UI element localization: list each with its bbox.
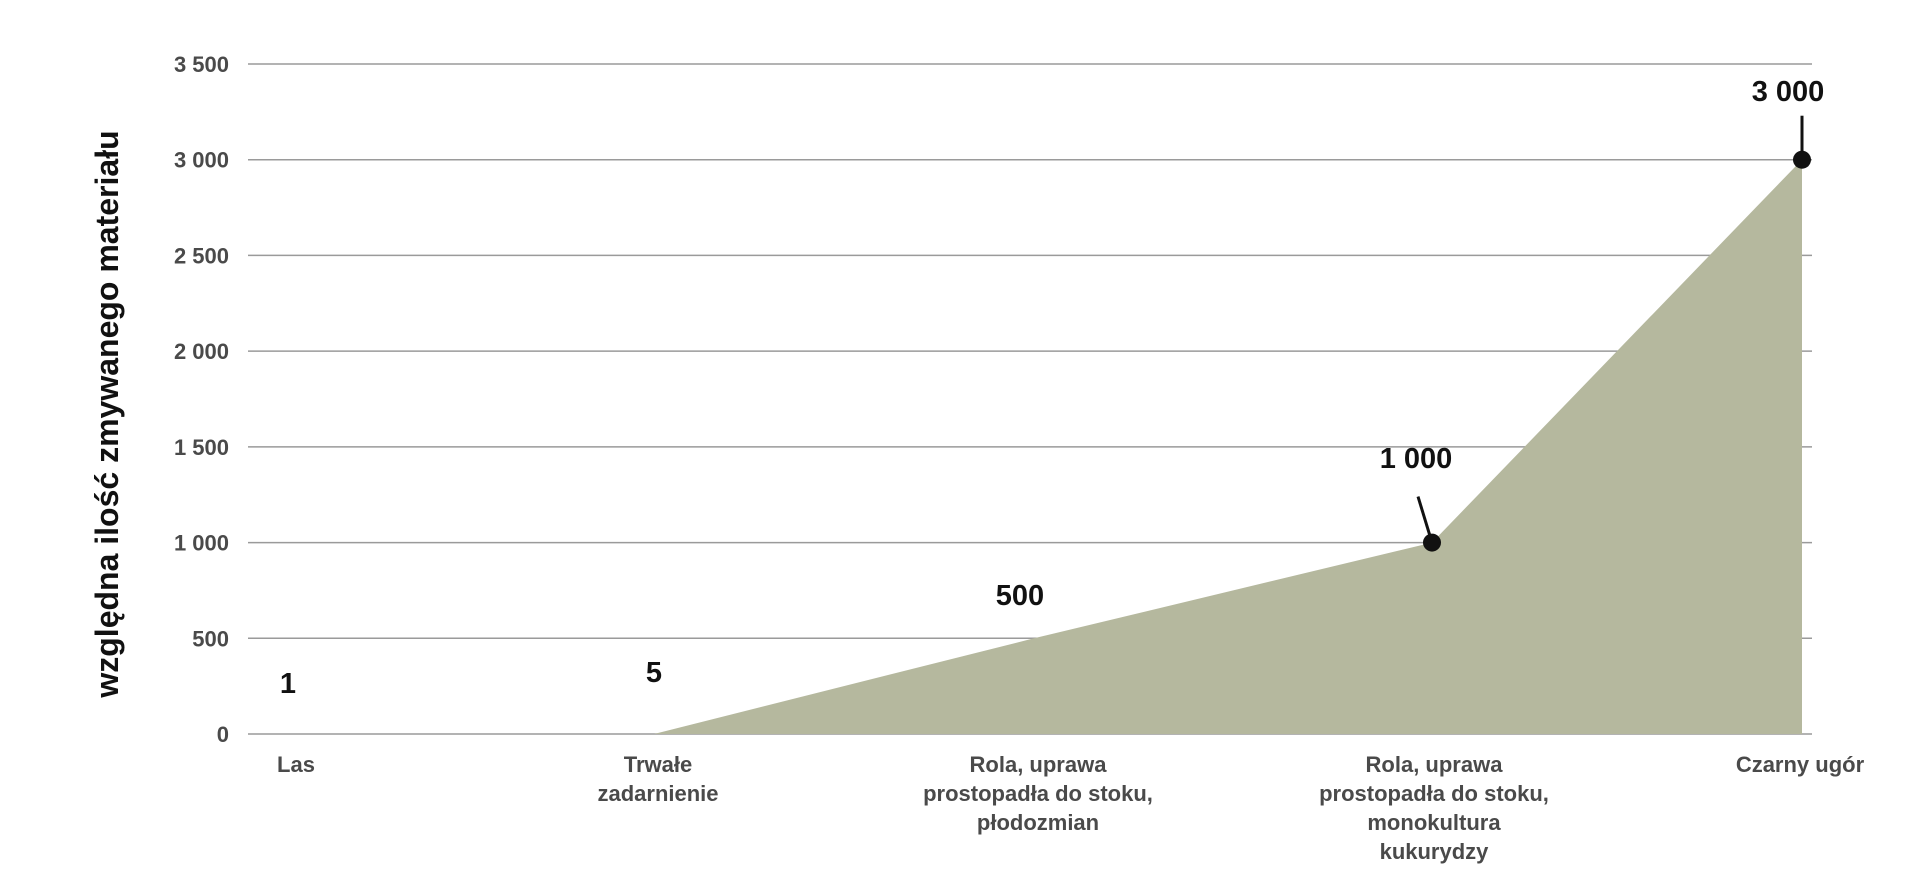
data-point — [1793, 150, 1811, 169]
x-category-label: Rola, uprawa prostopadła do stoku, monokul… — [1319, 752, 1549, 864]
data-label: 500 — [996, 580, 1044, 612]
y-tick-label: 0 — [217, 722, 229, 747]
x-category-line: płodozmian — [977, 810, 1099, 835]
y-tick-label: 1 500 — [174, 435, 229, 460]
y-axis-ticks: 0 500 1 000 1 500 2 000 2 500 3 000 3 500 — [174, 52, 229, 747]
y-tick-label: 3 500 — [174, 52, 229, 77]
x-category-line: Rola, uprawa — [1366, 752, 1504, 777]
data-label: 5 — [646, 657, 662, 689]
x-category-line: Las — [277, 752, 315, 777]
x-category-line: prostopadła do stoku, — [923, 781, 1153, 806]
x-category-line: Rola, uprawa — [970, 752, 1108, 777]
gridlines — [248, 63, 1812, 735]
x-category-label: Rola, uprawa prostopadła do stoku, płodozm… — [923, 752, 1153, 835]
y-tick-label: 1 000 — [174, 531, 229, 556]
point-markers — [1416, 115, 1811, 552]
data-label: 3 000 — [1752, 76, 1825, 108]
x-category-label: Czarny ugór — [1736, 752, 1865, 777]
x-category-label: Las — [277, 752, 315, 777]
x-category-line: Trwałe — [624, 752, 692, 777]
x-axis-categories: Las Trwałe zadarnienie Rola, uprawa prostopa… — [277, 752, 1865, 864]
data-label: 1 000 — [1380, 443, 1453, 475]
data-labels: 1 5 500 1 000 3 000 — [280, 76, 1824, 700]
data-label: 1 — [280, 668, 296, 700]
y-tick-label: 500 — [192, 626, 229, 651]
y-axis-label: względna ilość zmywanego materiału — [89, 130, 125, 698]
y-tick-label: 3 000 — [174, 148, 229, 173]
area-series — [654, 159, 1802, 734]
data-point — [1423, 533, 1441, 552]
x-category-line: monokultura — [1367, 810, 1501, 835]
y-tick-label: 2 500 — [174, 243, 229, 268]
x-category-line: kukurydzy — [1380, 839, 1490, 864]
y-tick-label: 2 000 — [174, 339, 229, 364]
x-category-line: zadarnienie — [597, 781, 718, 806]
x-category-line: prostopadła do stoku, — [1319, 781, 1549, 806]
x-category-label: Trwałe zadarnienie — [597, 752, 718, 806]
x-category-line: Czarny ugór — [1736, 752, 1865, 777]
